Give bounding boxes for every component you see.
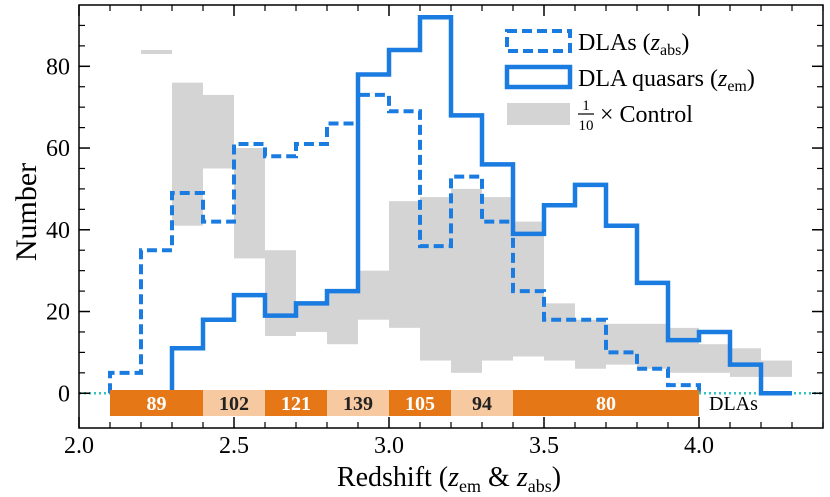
x-tick-label: 4.0 [684, 433, 714, 459]
control-band-bin [761, 360, 792, 377]
quasars-histogram-layer [110, 15, 792, 396]
dlas-histogram-layer [108, 92, 701, 394]
x-axis-title: Redshift (zem & zabs) [337, 462, 561, 496]
control-band-bin [203, 94, 234, 169]
axes: 2.0 2.5 3.0 3.5 4.0 0 20 40 60 80 [46, 4, 824, 459]
control-band-bin [544, 303, 575, 361]
control-band-bin [451, 188, 482, 373]
control-band-bin [606, 323, 637, 365]
legend-dlas-swatch [505, 29, 572, 53]
control-band-bin [265, 250, 296, 337]
control-band-bin [327, 291, 358, 345]
dla-bin-count: 139 [343, 393, 373, 415]
legend-fraction-denominator: 10 [579, 118, 594, 134]
dlas-zabs-histogram [108, 92, 701, 394]
control-band-bin [575, 319, 606, 369]
dla-bin-count: 102 [219, 393, 249, 415]
dla-bin-segment [327, 390, 389, 416]
control-band-bin [389, 201, 420, 328]
dla-bin-count: 94 [472, 393, 492, 415]
dla-quasars-zem-histogram [110, 15, 792, 396]
dla-bin-count: 105 [405, 393, 435, 415]
dla-bin-segment [265, 390, 327, 416]
control-band-bin [699, 344, 730, 373]
control-band-bin [513, 221, 544, 357]
dla-bins-label: DLAs [709, 393, 758, 415]
control-band-bin [420, 197, 451, 361]
control-band-layer [141, 49, 792, 377]
dla-bin-segment [451, 390, 513, 416]
control-band-bin [358, 270, 389, 320]
dla-bin-segment [110, 390, 203, 416]
control-band-bin [141, 49, 172, 55]
x-tick-label: 2.5 [219, 433, 249, 459]
legend-dlas-label: DLAs (zabs) [578, 30, 689, 59]
y-tick-label: 0 [58, 381, 70, 407]
control-band-bin [296, 303, 327, 332]
legend-quasars-swatch [504, 64, 573, 90]
control-band-bin [234, 148, 265, 259]
control-band-bin [482, 197, 513, 361]
legend-control-swatch [507, 103, 570, 125]
x-tick-label: 3.5 [529, 433, 559, 459]
y-axis-title: Number [10, 163, 43, 261]
dla-bin-count: 121 [281, 393, 311, 415]
control-band-bin [172, 82, 203, 226]
dla-bin-count: 80 [596, 393, 616, 415]
control-band-bin [637, 323, 668, 369]
dla-bin-segment [389, 390, 451, 416]
y-tick-label: 60 [46, 136, 70, 162]
legend: DLAs (zabs) DLA quasars (zem) 1 10 × Control [504, 29, 755, 134]
x-tick-label: 3.0 [374, 433, 404, 459]
dla-bins-bar: 89 102 121 139 105 94 80 DLAs [110, 390, 758, 416]
legend-quasars-label: DLA quasars (zem) [578, 66, 755, 95]
dla-bin-count: 89 [147, 393, 167, 415]
dla-bin-segment [513, 390, 699, 416]
x-tick-label: 2.0 [64, 433, 94, 459]
legend-fraction-numerator: 1 [582, 98, 590, 114]
control-band-bin [668, 327, 699, 373]
y-tick-label: 80 [46, 54, 70, 80]
legend-control-label: × Control [600, 102, 693, 128]
dla-bin-segment [203, 390, 265, 416]
y-tick-label: 40 [46, 218, 70, 244]
y-tick-label: 20 [46, 300, 70, 326]
